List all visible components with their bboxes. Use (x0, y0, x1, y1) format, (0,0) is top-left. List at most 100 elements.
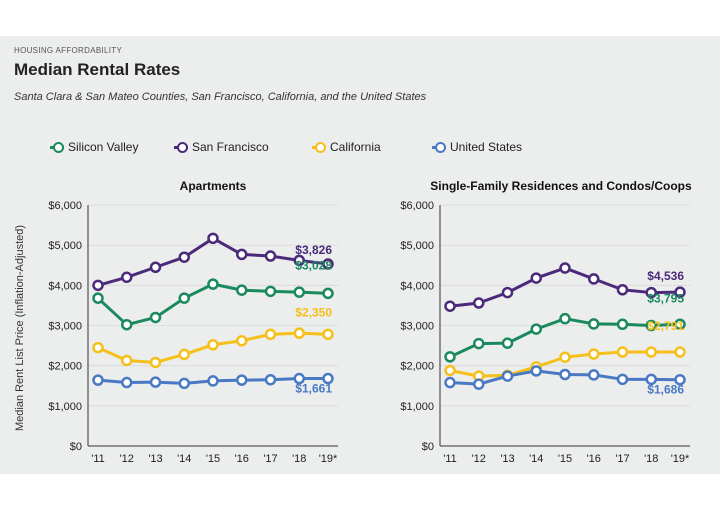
data-point (322, 287, 334, 300)
y-tick-label: $2,000 (48, 361, 82, 373)
x-tick-label: '16 (235, 453, 249, 465)
apartments-chart: Apartments $0 $1,000 $2,000 $3,000 $4,000 $5,0… (48, 179, 338, 465)
data-point (207, 339, 219, 351)
data-point (473, 337, 485, 350)
data-point (674, 286, 686, 298)
y-tick-label: $4,000 (48, 280, 82, 292)
y-tick-label: $5,000 (48, 240, 82, 252)
data-point (264, 373, 277, 386)
data-point (92, 292, 104, 304)
data-point (178, 348, 190, 361)
chart-panel (0, 36, 720, 474)
data-point (293, 372, 305, 385)
end-value-label: $2,350 (295, 305, 332, 319)
end-value-label: $4,536 (647, 269, 684, 283)
data-point (559, 312, 571, 325)
y-tick-label: $1,000 (400, 401, 434, 413)
end-value-label: $1,661 (295, 382, 332, 396)
data-point (616, 284, 629, 296)
end-value-label: $3,795 (647, 291, 684, 305)
x-tick-label: '17 (615, 453, 629, 465)
legend-marker (435, 141, 446, 153)
chart-title: Apartments (180, 179, 247, 193)
data-point (236, 248, 248, 261)
data-point (674, 373, 686, 386)
x-tick-label: '19* (671, 453, 690, 465)
data-point (236, 374, 248, 386)
data-point (178, 251, 190, 263)
data-point (264, 250, 277, 262)
legend-label: United States (450, 140, 523, 154)
single-family-chart: Single-Family Residences and Condos/Coop… (400, 179, 692, 465)
data-point (501, 370, 514, 382)
data-point (616, 318, 629, 331)
x-tick-label: '15 (558, 453, 572, 465)
data-point (149, 376, 162, 388)
data-point (121, 318, 133, 331)
data-point (501, 337, 514, 349)
y-tick-label: $3,000 (48, 321, 82, 333)
data-point (530, 365, 542, 377)
x-tick-label: '12 (120, 453, 134, 465)
data-point (674, 346, 686, 358)
data-point (645, 319, 657, 332)
legend-marker (53, 141, 64, 153)
x-tick-label: '14 (177, 453, 191, 465)
y-axis-label: Median Rent List Price (Inflation-Adjust… (14, 225, 26, 431)
end-value-label: $3,028 (295, 258, 332, 272)
chart-title: Single-Family Residences and Condos/Coop… (430, 179, 692, 193)
legend-marker (177, 141, 188, 153)
data-point (559, 351, 571, 363)
data-point (293, 254, 305, 267)
y-tick-label: $3,000 (400, 321, 434, 333)
data-point (559, 368, 571, 381)
data-point (530, 323, 542, 335)
data-point (501, 286, 514, 299)
data-point (92, 279, 104, 292)
legend-item-silicon-valley: Silicon Valley (50, 140, 138, 154)
legend-item-san-francisco: San Francisco (174, 140, 269, 154)
data-point (559, 262, 571, 274)
data-point (588, 273, 600, 285)
x-tick-label: '17 (263, 453, 277, 465)
data-point (616, 346, 629, 358)
x-tick-label: '19* (319, 453, 338, 465)
data-point (178, 292, 190, 304)
data-point (293, 327, 305, 339)
data-point (92, 341, 104, 354)
y-tick-label: $6,000 (400, 200, 434, 212)
data-point (530, 272, 542, 284)
data-point (473, 378, 485, 390)
y-tick-label: $6,000 (48, 200, 82, 212)
x-tick-label: '11 (443, 453, 457, 465)
end-value-label: $1,686 (647, 383, 684, 397)
chart-title: Median Rental Rates (14, 60, 181, 79)
data-point (645, 286, 657, 299)
data-point (444, 376, 456, 389)
legend-item-united-states: United States (432, 140, 522, 154)
end-value-label: $3,826 (295, 243, 332, 257)
x-tick-label: '13 (500, 453, 514, 465)
x-tick-label: '18 (644, 453, 658, 465)
data-point (236, 335, 248, 347)
legend-label: California (330, 140, 381, 154)
y-tick-label: $0 (70, 441, 82, 453)
y-tick-label: $5,000 (400, 240, 434, 252)
legend-label: Silicon Valley (68, 140, 139, 154)
x-tick-label: '13 (148, 453, 162, 465)
y-tick-label: $0 (422, 441, 434, 453)
data-point (92, 374, 104, 386)
data-point (207, 278, 219, 290)
data-point (149, 311, 162, 324)
data-point (121, 376, 133, 389)
data-point (444, 364, 456, 377)
data-point (322, 258, 334, 270)
chart-kicker: HOUSING AFFORDABILITY (14, 46, 123, 55)
x-tick-label: '15 (206, 453, 220, 465)
data-point (178, 377, 190, 390)
data-point (674, 318, 686, 331)
series-line-silicon-valley (96, 282, 329, 327)
x-tick-label: '14 (529, 453, 543, 465)
end-value-label: $2,791 (647, 319, 684, 333)
data-point (588, 348, 600, 360)
